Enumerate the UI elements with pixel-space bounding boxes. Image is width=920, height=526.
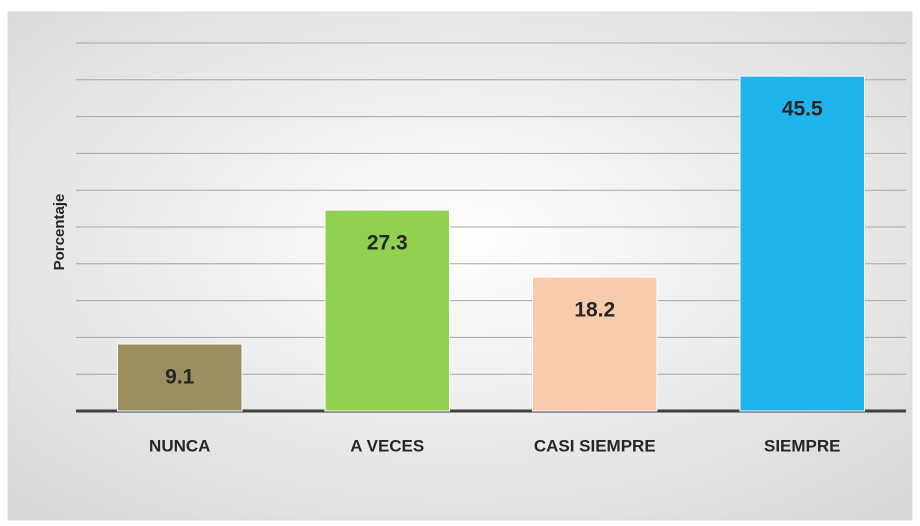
x-tick-label: CASI SIEMPRE [534, 436, 656, 455]
data-label: 27.3 [367, 232, 408, 255]
data-label: 9.1 [165, 366, 195, 389]
data-label: 45.5 [782, 98, 823, 121]
y-axis-label: Porcentaje [51, 194, 68, 271]
x-tick-label: NUNCA [149, 436, 210, 455]
data-label: 18.2 [574, 299, 615, 322]
bar [117, 343, 243, 412]
x-tick-label: SIEMPRE [764, 436, 841, 455]
bar [324, 209, 450, 412]
marks: 9.1 27.3 18.2 45.5 [76, 75, 906, 413]
bar [532, 276, 658, 412]
bar [739, 75, 865, 412]
x-tick-label: A VECES [350, 436, 424, 455]
